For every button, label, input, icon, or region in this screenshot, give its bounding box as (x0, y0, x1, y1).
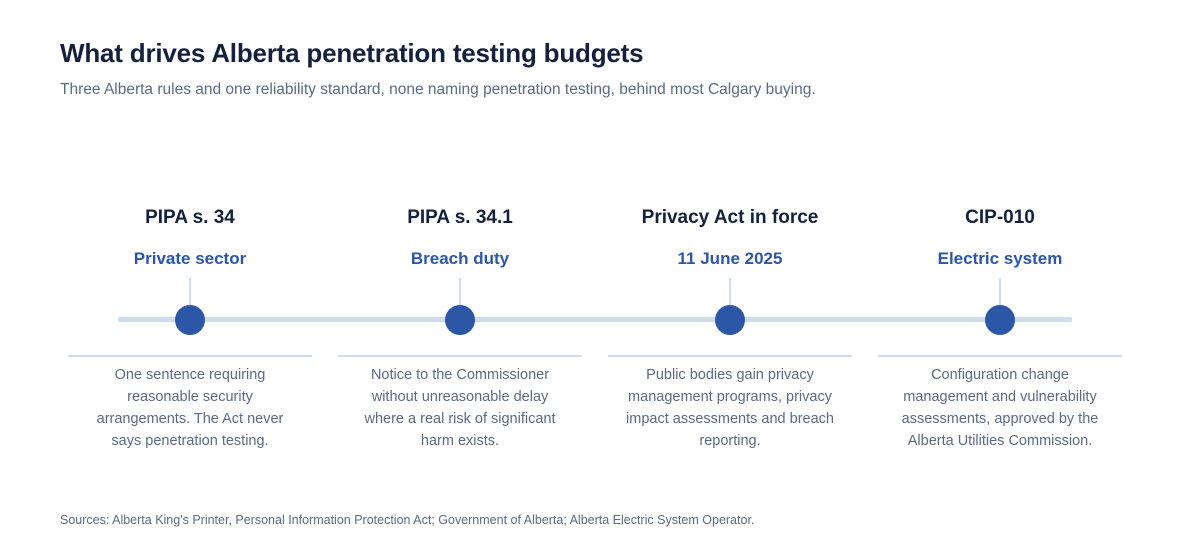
timeline-item-tag: Electric system (937, 249, 1063, 268)
timeline-item-tag: Private sector (133, 249, 247, 268)
timeline-item-description: Notice to the Commissioner without unrea… (364, 367, 556, 449)
divider (68, 355, 312, 357)
timeline-connector (459, 278, 461, 306)
divider (608, 355, 852, 357)
timeline-connector (189, 278, 191, 306)
timeline-connector (729, 278, 731, 306)
timeline-marker (985, 305, 1015, 335)
timeline-item-heading: PIPA s. 34.1 (407, 207, 513, 228)
timeline-marker (175, 305, 205, 335)
divider (878, 355, 1122, 357)
timeline-item-pipa-s34: PIPA s. 34 Private sector One sentence r… (68, 0, 312, 560)
page-subtitle: Three Alberta rules and one reliability … (60, 81, 816, 98)
timeline-marker (715, 305, 745, 335)
timeline-item-heading: PIPA s. 34 (145, 207, 235, 228)
timeline-marker (445, 305, 475, 335)
timeline-item-heading: CIP-010 (965, 207, 1035, 228)
timeline-connector (999, 278, 1001, 306)
sources-note: Sources: Alberta King's Printer, Persona… (60, 513, 755, 527)
divider (338, 355, 582, 357)
timeline-item-description: Public bodies gain privacy management pr… (626, 367, 834, 449)
timeline-item-cip-010: CIP-010 Electric system Configuration ch… (878, 0, 1122, 560)
timeline-item-heading: Privacy Act in force (641, 207, 819, 228)
timeline-item-description: Configuration change management and vuln… (901, 367, 1099, 449)
timeline-item-pipa-s34-1: PIPA s. 34.1 Breach duty Notice to the C… (338, 0, 582, 560)
timeline-item-tag: 11 June 2025 (677, 249, 783, 268)
timeline-item-privacy-act: Privacy Act in force 11 June 2025 Public… (608, 0, 852, 560)
timeline-axis (118, 317, 1072, 322)
page-title: What drives Alberta penetration testing … (60, 38, 644, 68)
timeline-item-tag: Breach duty (410, 249, 510, 268)
timeline-item-description: One sentence requiring reasonable securi… (96, 367, 284, 449)
